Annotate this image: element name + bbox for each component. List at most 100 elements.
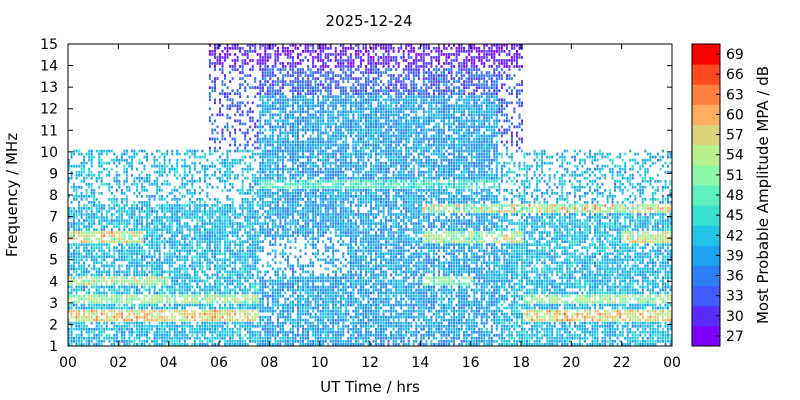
heatmap-cell xyxy=(153,340,156,343)
heatmap-cell xyxy=(289,116,292,120)
heatmap-cell xyxy=(254,240,257,244)
heatmap-cell xyxy=(83,204,86,207)
heatmap-cell xyxy=(90,297,93,301)
heatmap-cell xyxy=(153,158,156,162)
heatmap-cell xyxy=(259,321,262,325)
heatmap-cell xyxy=(103,309,106,313)
heatmap-cell xyxy=(269,155,272,159)
heatmap-cell xyxy=(224,95,227,99)
heatmap-cell xyxy=(254,330,257,334)
heatmap-cell xyxy=(292,192,295,195)
heatmap-cell xyxy=(123,231,126,234)
heatmap-cell xyxy=(153,270,156,274)
heatmap-cell xyxy=(274,282,277,286)
heatmap-cell xyxy=(279,219,282,222)
heatmap-cell xyxy=(251,285,254,289)
heatmap-cell xyxy=(286,143,289,147)
heatmap-cell xyxy=(214,324,217,328)
heatmap-cell xyxy=(115,288,118,292)
heatmap-cell xyxy=(118,161,121,165)
heatmap-cell xyxy=(193,249,196,253)
heatmap-cell xyxy=(292,336,295,340)
heatmap-cell xyxy=(73,294,76,298)
heatmap-cell xyxy=(176,170,179,174)
heatmap-cell xyxy=(181,273,184,277)
heatmap-cell xyxy=(113,282,116,286)
heatmap-cell xyxy=(100,240,103,244)
heatmap-cell xyxy=(261,303,264,307)
heatmap-cell xyxy=(95,336,98,340)
heatmap-cell xyxy=(153,333,156,337)
heatmap-cell xyxy=(183,336,186,340)
heatmap-cell xyxy=(138,321,141,325)
heatmap-cell xyxy=(246,198,249,201)
heatmap-cell xyxy=(224,74,227,77)
heatmap-cell xyxy=(246,83,249,87)
heatmap-cell xyxy=(294,297,297,301)
heatmap-cell xyxy=(85,255,88,259)
heatmap-cell xyxy=(246,258,249,262)
heatmap-cell xyxy=(198,285,201,289)
heatmap-cell xyxy=(108,333,111,337)
heatmap-cell xyxy=(241,167,244,171)
heatmap-cell xyxy=(130,255,133,259)
heatmap-cell xyxy=(80,267,83,271)
heatmap-cell xyxy=(261,300,264,304)
heatmap-cell xyxy=(241,53,244,56)
heatmap-cell xyxy=(261,137,264,141)
heatmap-cell xyxy=(297,95,300,99)
heatmap-cell xyxy=(130,243,133,247)
heatmap-cell xyxy=(146,264,149,268)
heatmap-cell xyxy=(98,321,101,325)
heatmap-cell xyxy=(234,291,237,295)
heatmap-cell xyxy=(231,261,234,265)
heatmap-cell xyxy=(168,318,171,322)
heatmap-cell xyxy=(73,198,76,201)
heatmap-cell xyxy=(271,258,274,262)
heatmap-cell xyxy=(236,282,239,286)
heatmap-cell xyxy=(136,315,139,319)
heatmap-cell xyxy=(299,297,302,301)
heatmap-cell xyxy=(75,270,78,274)
heatmap-cell xyxy=(163,324,166,328)
heatmap-cell xyxy=(163,291,166,295)
heatmap-cell xyxy=(196,261,199,265)
heatmap-cell xyxy=(292,89,295,93)
heatmap-cell xyxy=(254,86,257,90)
heatmap-cell xyxy=(178,343,181,346)
heatmap-cell xyxy=(219,62,222,65)
heatmap-cell xyxy=(274,273,277,277)
heatmap-cell xyxy=(231,288,234,292)
heatmap-cell xyxy=(294,189,297,192)
heatmap-cell xyxy=(261,207,264,210)
heatmap-cell xyxy=(110,231,113,234)
heatmap-cell xyxy=(191,246,194,250)
heatmap-cell xyxy=(256,219,259,222)
heatmap-cell xyxy=(274,291,277,295)
heatmap-cell xyxy=(292,131,295,135)
heatmap-cell xyxy=(214,297,217,301)
heatmap-cell xyxy=(259,104,262,108)
heatmap-cell xyxy=(279,321,282,325)
heatmap-cell xyxy=(133,219,136,222)
heatmap-cell xyxy=(98,270,101,274)
heatmap-cell xyxy=(221,92,224,96)
heatmap-cell xyxy=(73,182,76,186)
heatmap-cell xyxy=(239,149,242,153)
heatmap-cell xyxy=(239,128,242,132)
heatmap-cell xyxy=(73,228,76,231)
heatmap-cell xyxy=(158,204,161,207)
heatmap-cell xyxy=(236,231,239,234)
heatmap-cell xyxy=(236,44,239,47)
heatmap-cell xyxy=(191,255,194,259)
heatmap-cell xyxy=(163,340,166,343)
heatmap-cell xyxy=(138,192,141,195)
heatmap-cell xyxy=(181,276,184,280)
heatmap-cell xyxy=(151,261,154,265)
heatmap-cell xyxy=(244,192,247,195)
heatmap-cell xyxy=(269,204,272,207)
heatmap-cell xyxy=(181,291,184,295)
heatmap-cell xyxy=(146,189,149,192)
heatmap-cell xyxy=(294,182,297,186)
heatmap-cell xyxy=(118,258,121,262)
